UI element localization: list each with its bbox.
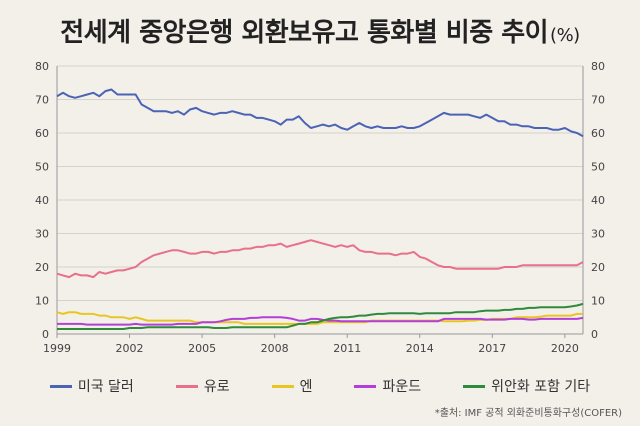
legend-label: 유로	[203, 379, 230, 395]
y-tick-label-right: 70	[591, 94, 605, 107]
chart-title: 전세계 중앙은행 외환보유고 통화별 비중 추이 (%)	[0, 12, 640, 49]
y-tick-label-left: 60	[35, 127, 49, 140]
x-tick-label: 2002	[116, 342, 144, 355]
x-tick-label: 2005	[188, 342, 216, 355]
x-tick-label: 2020	[551, 342, 579, 355]
y-tick-label-left: 40	[35, 194, 49, 207]
legend-swatch	[49, 384, 72, 388]
x-tick-label: 2008	[261, 342, 289, 355]
chart-unit: (%)	[550, 25, 580, 46]
x-tick-label: 2011	[333, 342, 361, 355]
series-line	[56, 88, 584, 138]
x-tick-label: 1999	[43, 342, 71, 355]
chart-title-text: 전세계 중앙은행 외환보유고 통화별 비중 추이	[60, 18, 549, 48]
y-tick-label-right: 0	[591, 328, 598, 341]
legend-item: 엔	[271, 376, 313, 396]
legend-item: 위안화 포함 기타	[463, 376, 590, 396]
chart-legend: 미국 달러 유로 엔 파운드 위안화 포함 기타	[0, 376, 640, 396]
y-tick-label-right: 20	[591, 261, 605, 274]
y-tick-label-right: 40	[591, 194, 605, 207]
source-note: *출처: IMF 공적 외화준비통화구성(COFER)	[434, 408, 622, 419]
y-tick-label-right: 30	[591, 228, 605, 241]
y-tick-label-right: 10	[591, 295, 605, 308]
x-tick-label: 2017	[478, 342, 506, 355]
legend-item: 파운드	[354, 376, 421, 396]
series-line	[57, 316, 584, 326]
legend-label: 위안화 포함 기타	[491, 379, 591, 395]
x-tick-label: 2014	[406, 342, 434, 355]
y-tick-label-left: 70	[35, 94, 49, 107]
y-tick-label-left: 80	[35, 60, 49, 73]
series-line	[56, 239, 584, 279]
legend-swatch	[354, 384, 377, 388]
legend-item: 유로	[175, 376, 230, 396]
legend-swatch	[271, 384, 294, 388]
y-tick-label-left: 50	[35, 161, 49, 174]
series-line	[57, 302, 584, 330]
legend-label: 미국 달러	[77, 379, 134, 395]
y-tick-label-right: 80	[591, 60, 605, 73]
y-tick-label-left: 20	[35, 261, 49, 274]
y-tick-label-right: 50	[591, 161, 605, 174]
legend-item: 미국 달러	[49, 376, 134, 396]
legend-label: 엔	[299, 379, 313, 395]
legend-swatch	[175, 384, 198, 388]
y-tick-label-left: 10	[35, 295, 49, 308]
y-tick-label-left: 0	[42, 328, 49, 341]
legend-label: 파운드	[382, 379, 422, 395]
y-tick-label-right: 60	[591, 127, 605, 140]
legend-swatch	[463, 384, 486, 388]
y-tick-label-left: 30	[35, 228, 49, 241]
